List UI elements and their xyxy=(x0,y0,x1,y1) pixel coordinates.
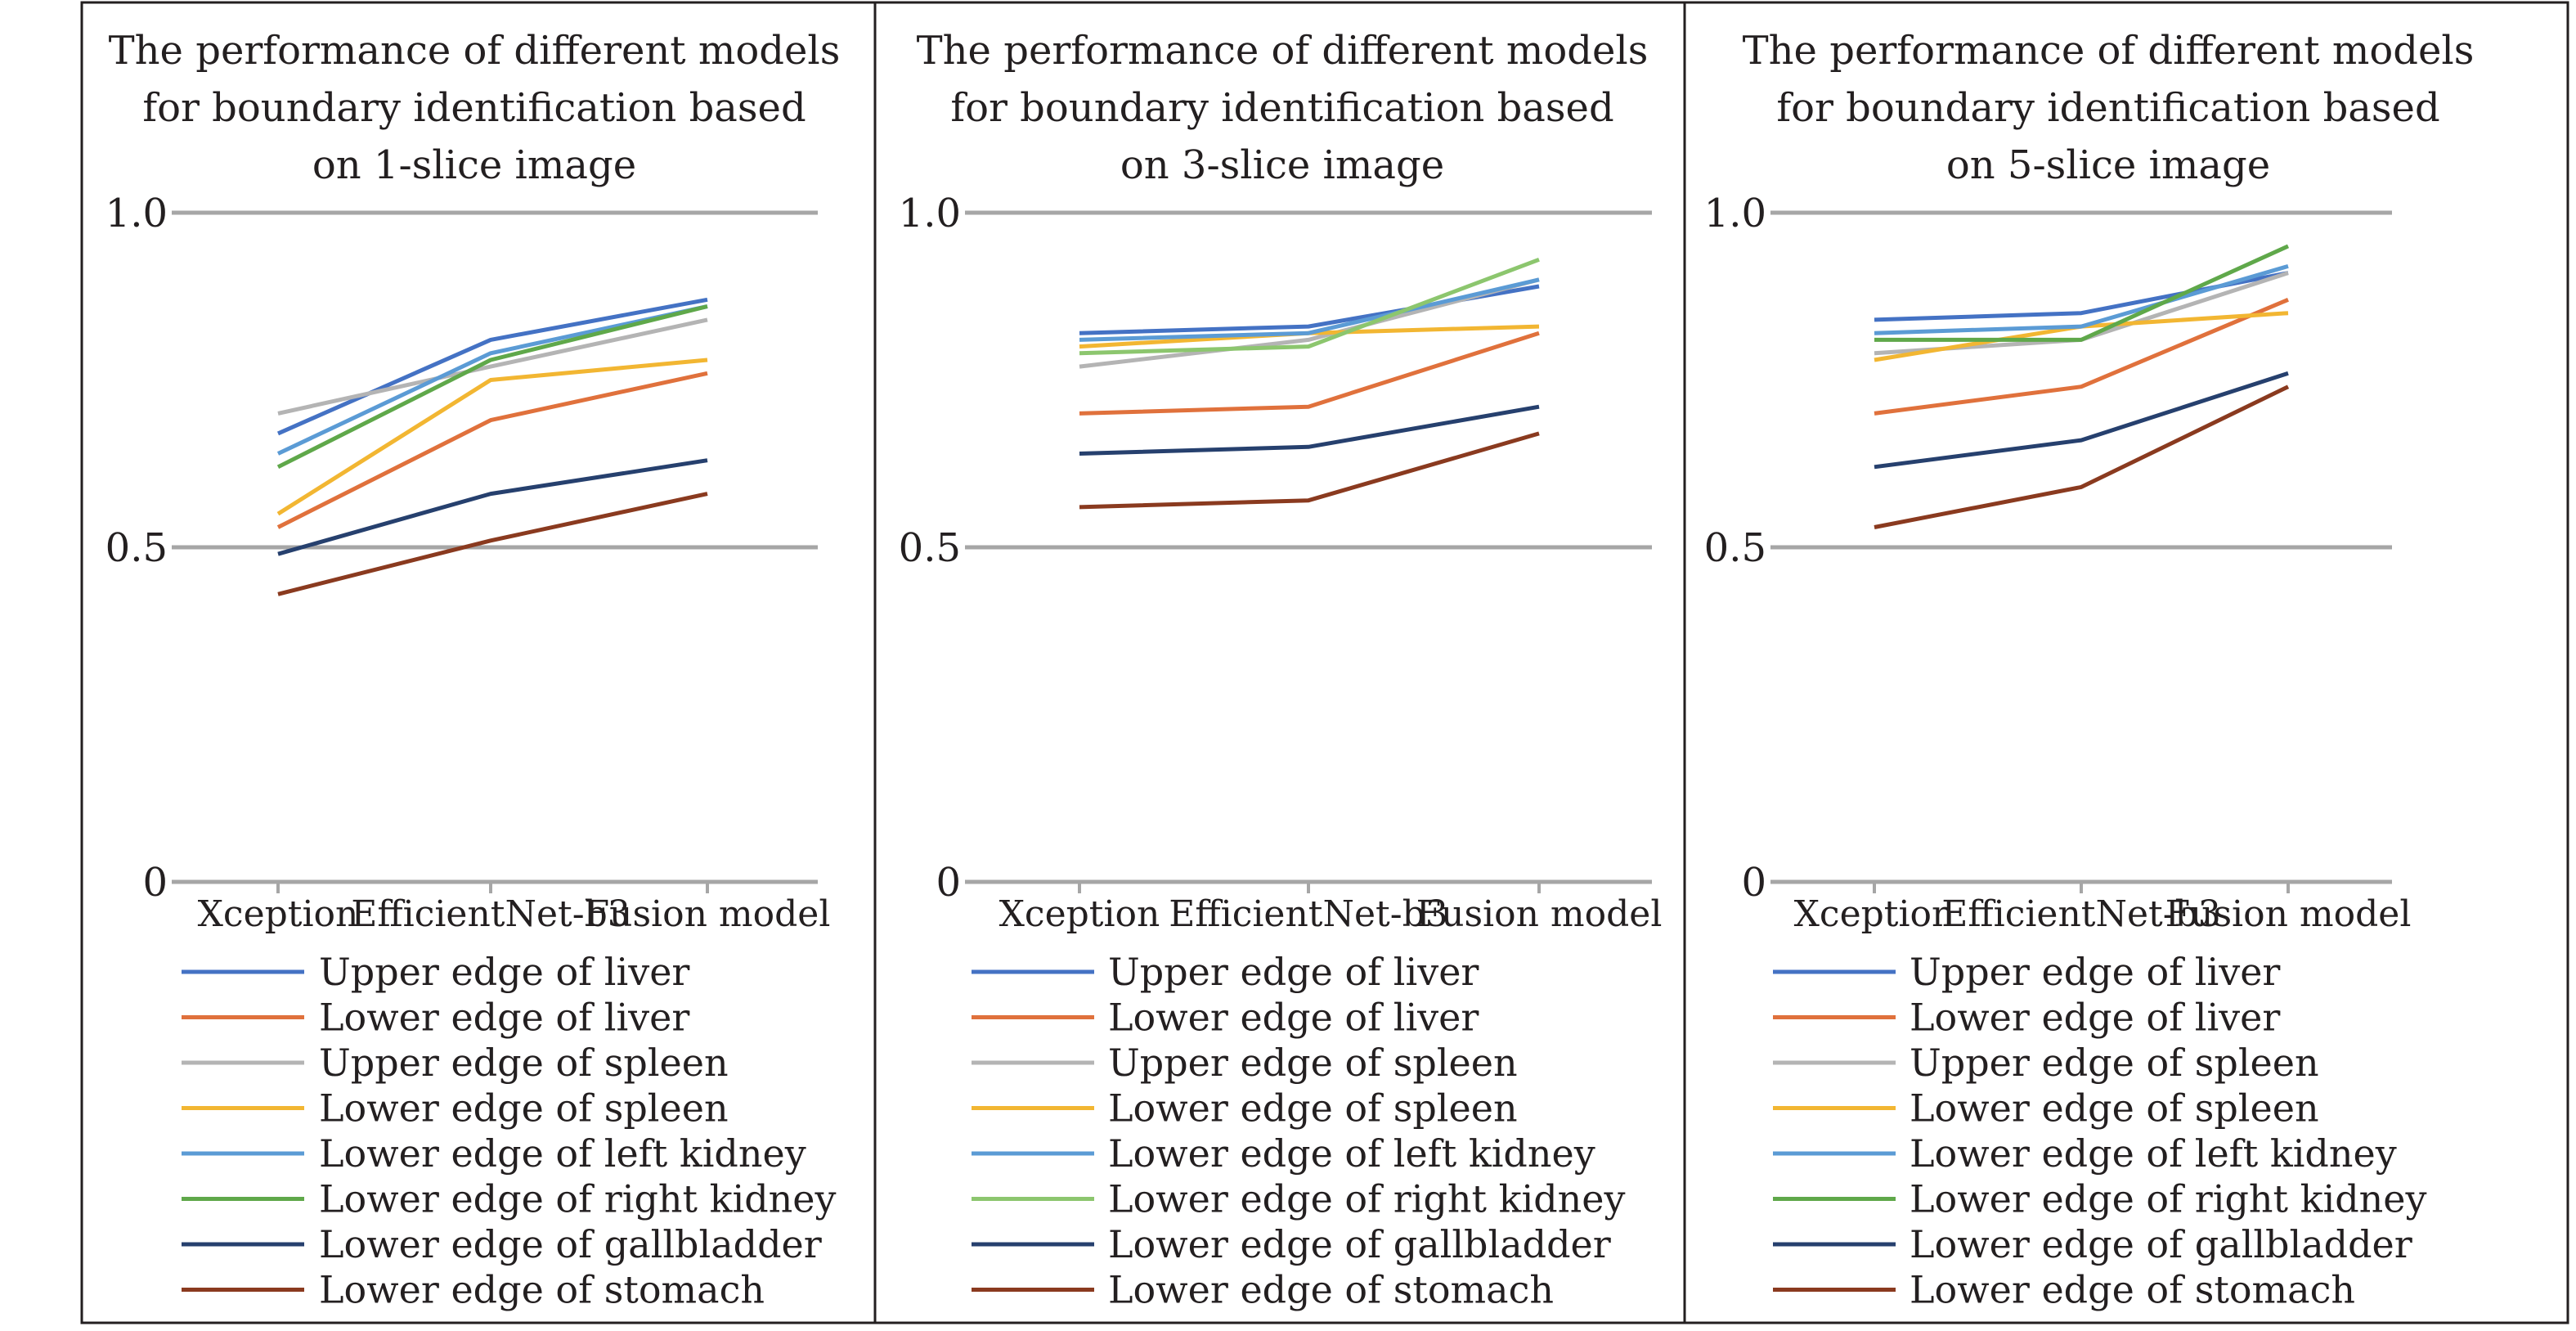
chart-title-line: for boundary identification based xyxy=(1776,85,2439,131)
legend-label: Upper edge of liver xyxy=(319,950,689,994)
chart-title-line: The performance of different models xyxy=(1743,28,2475,74)
legend-label: Lower edge of left kidney xyxy=(319,1131,806,1176)
legend-label: Lower edge of liver xyxy=(319,996,689,1040)
chart-panel: The performance of different models for b… xyxy=(1704,28,2475,1312)
x-tick-label: EfficientNet-b3 xyxy=(351,893,630,935)
chart-title-line: on 3-slice image xyxy=(1120,142,1444,188)
series-line xyxy=(276,304,708,456)
x-tick-label: Fusion model xyxy=(2165,893,2412,935)
series-line xyxy=(276,304,708,470)
legend-label: Lower edge of right kidney xyxy=(1910,1177,2427,1221)
series-line xyxy=(276,357,708,516)
chart-title-line: on 5-slice image xyxy=(1946,142,2270,188)
series-line xyxy=(276,297,708,436)
y-tick-label: 0.5 xyxy=(899,525,961,571)
chart-title-line: for boundary identification based xyxy=(142,85,806,131)
y-tick-label: 1.0 xyxy=(1704,191,1766,236)
legend-label: Lower edge of left kidney xyxy=(1108,1131,1595,1176)
legend-label: Upper edge of liver xyxy=(1910,950,2280,994)
figure-frame xyxy=(80,1,2569,1324)
chart-panel: The performance of different models for b… xyxy=(899,28,1663,1312)
legend-label: Lower edge of left kidney xyxy=(1910,1131,2397,1176)
series-line xyxy=(1874,297,2289,416)
y-tick-label: 1.0 xyxy=(105,191,168,236)
x-tick-label: EfficientNet-b3 xyxy=(1169,893,1447,935)
series-line xyxy=(276,371,708,529)
legend-label: Upper edge of spleen xyxy=(319,1041,729,1085)
series-line xyxy=(1079,431,1540,510)
legend-label: Lower edge of gallbladder xyxy=(319,1222,822,1266)
chart-panel: The performance of different models for b… xyxy=(105,28,841,1312)
legend-label: Lower edge of right kidney xyxy=(1108,1177,1626,1221)
series-line xyxy=(1079,331,1540,416)
series-line xyxy=(277,458,708,556)
series-line xyxy=(1874,244,2290,342)
series-line xyxy=(1079,284,1540,335)
x-tick-label: Xception xyxy=(1794,893,1955,935)
x-tick-label: Fusion model xyxy=(1416,893,1663,935)
legend-label: Lower edge of spleen xyxy=(1108,1086,1518,1131)
x-tick-label: Xception xyxy=(999,893,1160,935)
legend-label: Lower edge of liver xyxy=(1108,996,1479,1040)
series-line xyxy=(1079,257,1540,356)
legend-label: Lower edge of stomach xyxy=(1910,1268,2355,1312)
series-line xyxy=(1874,371,2289,470)
y-tick-label: 1.0 xyxy=(899,191,961,236)
series-line xyxy=(1079,277,1540,342)
x-tick-label: EfficientNet-b3 xyxy=(1941,893,2220,935)
chart-title-line: on 1-slice image xyxy=(312,142,636,188)
x-tick-label: Xception xyxy=(198,893,359,935)
legend-label: Upper edge of liver xyxy=(1108,950,1479,994)
series-line xyxy=(1874,311,2289,362)
legend-label: Lower edge of right kidney xyxy=(319,1177,837,1221)
chart-title-line: for boundary identification based xyxy=(950,85,1613,131)
legend-label: Lower edge of spleen xyxy=(319,1086,729,1131)
chart-title-line: The performance of different models xyxy=(109,28,841,74)
y-tick-label: 0 xyxy=(936,860,961,906)
legend-label: Lower edge of stomach xyxy=(319,1268,765,1312)
series-line xyxy=(1874,263,2289,335)
legend-label: Lower edge of stomach xyxy=(1108,1268,1554,1312)
legend-label: Upper edge of spleen xyxy=(1910,1041,2319,1085)
series-line xyxy=(277,492,708,596)
series-line xyxy=(277,317,708,416)
y-tick-label: 0 xyxy=(1741,860,1766,906)
chart-title-line: The performance of different models xyxy=(917,28,1649,74)
x-tick-label: Fusion model xyxy=(585,893,831,935)
legend-label: Lower edge of gallbladder xyxy=(1108,1222,1611,1266)
legend-label: Lower edge of liver xyxy=(1910,996,2280,1040)
series-line xyxy=(1079,277,1540,369)
series-line xyxy=(1874,271,2289,322)
y-tick-label: 0.5 xyxy=(1704,525,1766,571)
legend-label: Lower edge of spleen xyxy=(1910,1086,2319,1131)
series-line xyxy=(1874,384,2290,529)
legend-label: Lower edge of gallbladder xyxy=(1910,1222,2412,1266)
y-tick-label: 0.5 xyxy=(105,525,168,571)
y-tick-label: 0 xyxy=(142,860,168,906)
legend-label: Upper edge of spleen xyxy=(1108,1041,1518,1085)
series-line xyxy=(1079,404,1540,456)
